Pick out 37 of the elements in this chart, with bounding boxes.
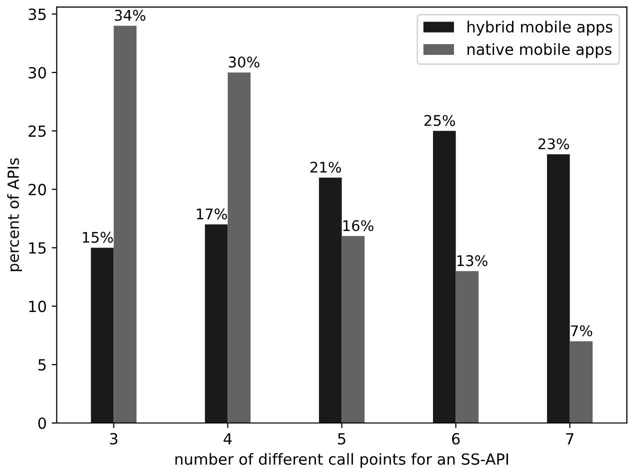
legend-label: hybrid mobile apps [468, 20, 612, 36]
data-label: 25% [424, 114, 455, 126]
data-label: 13% [457, 255, 488, 266]
bar [114, 26, 137, 423]
data-label: 21% [310, 162, 341, 173]
bar [433, 130, 456, 423]
x-tick-label: 3 [110, 432, 118, 445]
data-label: 30% [228, 56, 260, 68]
data-label: 16% [343, 220, 374, 232]
bar [342, 236, 365, 423]
legend-label: native mobile apps [468, 43, 612, 58]
data-label: 15% [82, 232, 113, 243]
data-label: 17% [196, 208, 227, 220]
y-tick-label: 15 [29, 242, 46, 254]
bar [204, 224, 228, 423]
data-label: 23% [538, 138, 570, 150]
bar [570, 341, 593, 423]
y-axis-title: percent of APIs [7, 158, 22, 272]
y-tick-label: 30 [28, 66, 46, 78]
bar [318, 178, 342, 423]
y-tick-label: 0 [38, 417, 46, 430]
bar [456, 271, 479, 423]
data-label: 7% [571, 325, 592, 336]
y-tick-label: 10 [29, 300, 46, 312]
x-tick-label: 6 [452, 432, 460, 445]
y-tick-label: 5 [38, 359, 46, 371]
x-tick-label: 7 [566, 433, 574, 444]
bar [90, 248, 114, 423]
x-tick-label: 5 [338, 433, 346, 445]
x-tick-label: 4 [224, 433, 232, 444]
y-tick-label: 25 [28, 125, 46, 137]
y-tick-label: 35 [28, 8, 46, 20]
y-tick-label: 20 [28, 184, 46, 196]
bar [228, 72, 251, 423]
data-label: 34% [114, 10, 146, 21]
x-axis-title: number of different call points for an SS-API [175, 453, 508, 468]
bar [547, 154, 570, 423]
